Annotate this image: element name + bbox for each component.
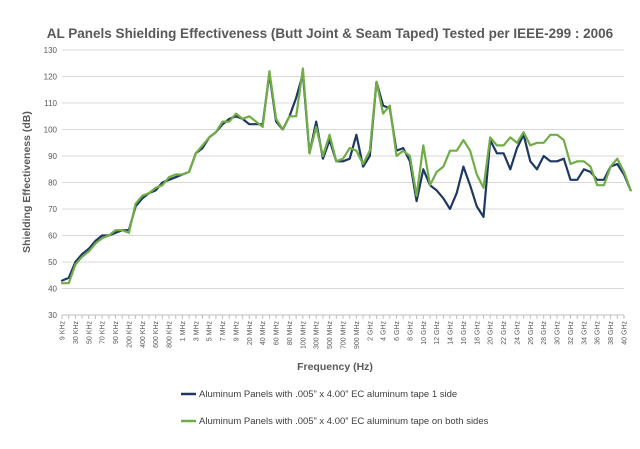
x-tick-label: 500 MHz <box>327 321 334 350</box>
x-tick-label: 8 GHz <box>407 321 414 341</box>
x-tick-label: 600 KHz <box>153 321 160 348</box>
x-tick-label: 9 KHz <box>60 321 67 341</box>
y-tick-label: 90 <box>48 152 57 161</box>
x-tick-label: 40 MHz <box>260 321 267 346</box>
x-tick-label: 20 MHz <box>247 321 254 346</box>
y-tick-label: 30 <box>48 311 57 320</box>
x-tick-label: 700 MHz <box>341 321 348 350</box>
x-tick-label: 70 KHz <box>100 321 107 344</box>
y-axis-ticks: 30 40 50 60 70 80 90 100 110 120 130 <box>44 46 58 320</box>
x-tick-label: 9 MHz <box>233 321 240 342</box>
x-tick-label: 20 GHz <box>488 321 495 345</box>
x-tick-label: 800 KHz <box>167 321 174 348</box>
y-tick-label: 50 <box>48 258 57 267</box>
x-tick-label: 200 KHz <box>126 321 133 348</box>
x-tick-label: 14 GHz <box>448 321 455 345</box>
x-tick-label: 34 GHz <box>581 321 588 345</box>
x-tick-label: 300 MHz <box>314 321 321 350</box>
x-tick-label: 30 KHz <box>73 321 80 344</box>
legend-label-series-1: Aluminum Panels with .005” x 4.00” EC al… <box>199 389 457 400</box>
y-axis-title: Shielding Effectiveness (dB) <box>21 111 33 253</box>
x-tick-label: 400 KHz <box>140 321 147 348</box>
x-tick-label: 3 MHz <box>193 321 200 342</box>
x-tick-label: 2 GHz <box>367 321 374 341</box>
x-axis-ticks: 9 KHz 30 KHz 50 KHz 70 KHz 90 KHz 200 KHz 400 … <box>60 315 629 349</box>
y-tick-label: 100 <box>44 126 58 135</box>
x-tick-label: 32 GHz <box>568 321 575 345</box>
y-tick-label: 40 <box>48 285 57 294</box>
legend: Aluminum Panels with .005” x 4.00” EC al… <box>181 389 489 427</box>
y-tick-label: 80 <box>48 179 57 188</box>
x-tick-label: 900 MHz <box>354 321 361 350</box>
gridlines <box>62 49 624 316</box>
x-tick-label: 26 GHz <box>528 321 535 345</box>
x-tick-label: 38 GHz <box>608 321 615 345</box>
x-tick-label: 4 GHz <box>381 321 388 341</box>
x-tick-label: 16 GHz <box>461 321 468 345</box>
x-tick-label: 36 GHz <box>595 321 602 345</box>
x-tick-label: 6 GHz <box>394 321 401 341</box>
y-tick-label: 60 <box>48 232 57 241</box>
x-tick-label: 80 MHz <box>287 321 294 346</box>
series-lines <box>60 67 632 285</box>
x-axis-title: Frequency (Hz) <box>297 361 373 373</box>
x-tick-label: 30 GHz <box>555 321 562 345</box>
x-tick-label: 100 MHz <box>300 321 307 350</box>
y-tick-label: 110 <box>44 99 57 108</box>
y-tick-label: 120 <box>44 73 58 82</box>
x-tick-label: 7 MHz <box>220 321 227 342</box>
x-tick-label: 10 GHz <box>421 321 428 345</box>
x-tick-label: 90 KHz <box>113 321 120 344</box>
x-tick-label: 1 MHz <box>180 321 187 342</box>
x-tick-label: 18 GHz <box>474 321 481 345</box>
x-tick-label: 50 KHz <box>86 321 93 344</box>
y-tick-label: 70 <box>48 205 57 214</box>
x-tick-label: 60 MHz <box>274 321 281 346</box>
x-tick-label: 40 GHz <box>622 321 629 345</box>
series-line-2 <box>60 67 632 285</box>
series-line-1 <box>60 72 632 282</box>
legend-label-series-2: Aluminum Panels with .005” x 4.00” EC al… <box>199 416 489 427</box>
x-tick-label: 24 GHz <box>514 321 521 345</box>
x-tick-label: 22 GHz <box>501 321 508 345</box>
x-tick-label: 5 MHz <box>207 321 214 342</box>
x-tick-label: 28 GHz <box>541 321 548 345</box>
chart-title: AL Panels Shielding Effectiveness (Butt … <box>47 26 614 41</box>
x-tick-label: 12 GHz <box>434 321 441 345</box>
y-tick-label: 130 <box>44 46 58 55</box>
